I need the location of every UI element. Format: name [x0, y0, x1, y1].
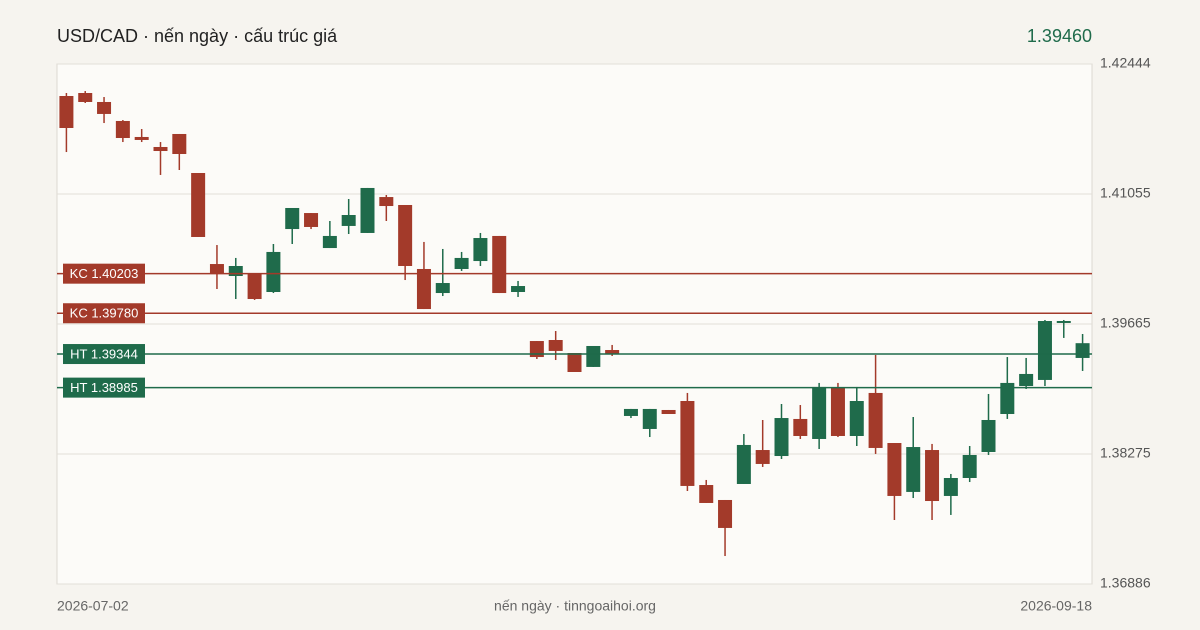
candle-body — [416, 268, 431, 310]
candle-body — [736, 444, 751, 484]
y-tick-label: 1.42444 — [1100, 55, 1151, 71]
candle-body — [228, 265, 243, 277]
candle-body — [586, 345, 601, 367]
chart-title: USD/CAD · nến ngày · cấu trúc giá — [57, 26, 338, 46]
candle-body — [454, 257, 469, 269]
candle-body — [473, 238, 488, 262]
candle-body — [511, 286, 526, 293]
candle-body — [812, 386, 827, 439]
candle-body — [398, 204, 413, 266]
candle-body — [529, 341, 544, 358]
last-price: 1.39460 — [1027, 26, 1092, 46]
candle-body — [285, 207, 300, 230]
candle-body — [887, 443, 902, 496]
candle-body — [492, 235, 507, 294]
candle-body — [943, 477, 958, 496]
candle-body — [962, 454, 977, 478]
candle-body — [680, 400, 695, 486]
y-tick-label: 1.36886 — [1100, 575, 1151, 591]
candle-body — [191, 172, 206, 237]
candle-body — [906, 447, 921, 492]
candle-body — [793, 418, 808, 436]
candle-body — [1075, 343, 1090, 358]
candle-body — [699, 485, 714, 503]
candle-body — [1037, 321, 1052, 380]
caption: nến ngày · tinngoaihoi.org — [494, 598, 656, 614]
candle-body — [341, 215, 356, 226]
level-label: KC 1.39780 — [70, 306, 139, 321]
x-tick-label: 2026-09-18 — [1020, 598, 1092, 614]
candle-body — [266, 251, 281, 293]
candle-body — [247, 273, 262, 300]
candle-body — [849, 400, 864, 436]
candle-body — [59, 95, 74, 128]
candle-body — [172, 133, 187, 155]
level-label: HT 1.39344 — [70, 346, 138, 361]
candle-body — [718, 499, 733, 528]
candle-body — [1019, 373, 1034, 387]
candle-body — [981, 419, 996, 452]
candle-body — [755, 450, 770, 464]
candle-body — [774, 418, 789, 457]
level-tag — [63, 377, 145, 398]
level-label: KC 1.40203 — [70, 266, 139, 281]
y-tick-label: 1.39665 — [1100, 315, 1151, 331]
x-tick-label: 2026-07-02 — [57, 598, 129, 614]
candle-body — [605, 350, 620, 355]
y-tick-label: 1.41055 — [1100, 185, 1151, 201]
candle-body — [360, 187, 375, 233]
candle-body — [134, 136, 149, 140]
candle-body — [567, 353, 582, 372]
candle-body — [1000, 382, 1015, 415]
candle-body — [304, 213, 319, 227]
candle-body — [642, 408, 657, 429]
candle-body — [435, 283, 450, 294]
candle-body — [661, 409, 676, 415]
candle-body — [209, 264, 224, 274]
level-label: HT 1.38985 — [70, 380, 138, 395]
candle-body — [868, 392, 883, 448]
candle-body — [925, 450, 940, 502]
candle-body — [1056, 321, 1071, 323]
candle-body — [115, 120, 130, 139]
candle-body — [379, 197, 394, 207]
candle-body — [97, 101, 112, 114]
candle-body — [78, 93, 93, 102]
candle-body — [548, 339, 563, 351]
y-tick-label: 1.38275 — [1100, 445, 1151, 461]
level-tag — [63, 263, 145, 284]
level-tag — [63, 344, 145, 365]
level-tag — [63, 303, 145, 324]
candle-body — [153, 146, 168, 152]
candle-body — [322, 235, 337, 249]
candle-body — [830, 387, 845, 436]
candle-body — [623, 408, 638, 416]
